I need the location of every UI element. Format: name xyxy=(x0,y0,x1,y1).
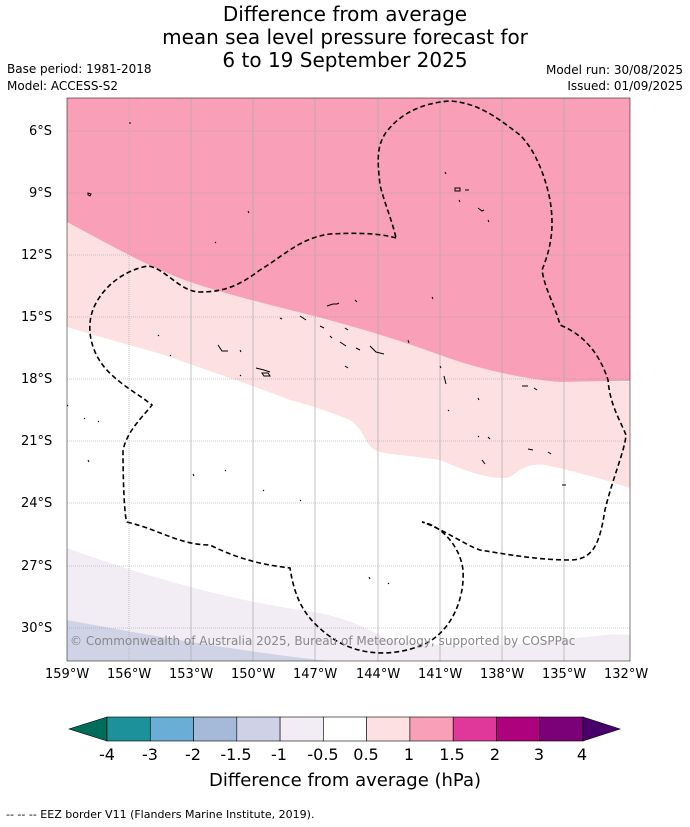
colorbar-label: -1 xyxy=(271,745,287,764)
colorbar-label: 2 xyxy=(489,745,501,764)
lat-label-30s: 30°S xyxy=(21,621,53,636)
title-line-2: mean sea level pressure forecast for xyxy=(162,25,528,49)
lon-label-150w: 150°W xyxy=(231,667,276,682)
colorbar-swatch xyxy=(193,716,238,742)
region-plus-0.5 xyxy=(67,222,630,488)
colorbar-label: -4 xyxy=(99,745,115,764)
colorbar-swatch xyxy=(409,716,454,742)
base-period: Base period: 1981-2018 xyxy=(7,62,152,76)
colorbar-under-arrow xyxy=(68,716,108,742)
colorbar-swatch xyxy=(366,716,411,742)
title-line-3: 6 to 19 September 2025 xyxy=(222,48,468,72)
lat-label-12s: 12°S xyxy=(21,248,53,263)
lon-label-132w: 132°W xyxy=(604,667,649,682)
lat-label-18s: 18°S xyxy=(21,372,53,387)
colorbar xyxy=(68,716,621,742)
lon-label-144w: 144°W xyxy=(356,667,401,682)
copyright-notice: © Commonwealth of Australia 2025, Bureau… xyxy=(70,634,576,648)
lon-label-156w: 156°W xyxy=(107,667,152,682)
colorbar-label: 1 xyxy=(403,745,415,764)
colorbar-label: -1.5 xyxy=(220,745,252,764)
lon-label-135w: 135°W xyxy=(542,667,587,682)
lat-label-24s: 24°S xyxy=(21,496,53,511)
lon-label-138w: 138°W xyxy=(480,667,525,682)
colorbar-label: 3 xyxy=(533,745,545,764)
islands xyxy=(67,122,566,585)
lat-label-27s: 27°S xyxy=(21,559,53,574)
lon-label-147w: 147°W xyxy=(293,667,338,682)
colorbar-label: 0.5 xyxy=(353,745,379,764)
eez-footnote: -- -- -- EEZ border V11 (Flanders Marine… xyxy=(6,808,315,821)
lon-label-159w: 159°W xyxy=(45,667,90,682)
colorbar-label: -3 xyxy=(142,745,158,764)
colorbar-label: 1.5 xyxy=(439,745,465,764)
lat-label-6s: 6°S xyxy=(29,124,53,139)
region-minus-1.5 xyxy=(67,620,330,661)
lon-label-141w: 141°W xyxy=(418,667,463,682)
colorbar-label: -0.5 xyxy=(307,745,339,764)
colorbar-label: 4 xyxy=(576,745,588,764)
colorbar-swatch xyxy=(323,716,367,742)
eez-border xyxy=(89,100,627,654)
colorbar-swatch xyxy=(496,716,541,742)
lat-label-9s: 9°S xyxy=(29,186,53,201)
region-plus-1.5 xyxy=(67,98,630,382)
lat-label-15s: 15°S xyxy=(21,310,53,325)
model-run: Model run: 30/08/2025 xyxy=(545,63,683,77)
colorbar-swatch xyxy=(279,716,324,742)
colorbar-label: -2 xyxy=(185,745,201,764)
title-line-1: Difference from average xyxy=(222,2,468,26)
colorbar-swatch xyxy=(106,716,151,742)
colorbar-title: Difference from average (hPa) xyxy=(208,770,482,791)
colorbar-swatch xyxy=(236,716,281,742)
lon-label-153w: 153°W xyxy=(169,667,214,682)
colorbar-swatch xyxy=(452,716,497,742)
region-minus-1 xyxy=(67,548,630,661)
lat-label-21s: 21°S xyxy=(21,434,53,449)
model-name: Model: ACCESS-S2 xyxy=(7,79,119,93)
issued-date: Issued: 01/09/2025 xyxy=(567,79,683,93)
colorbar-swatch xyxy=(149,716,194,742)
colorbar-over-arrow xyxy=(582,716,621,742)
colorbar-swatch xyxy=(539,716,584,742)
